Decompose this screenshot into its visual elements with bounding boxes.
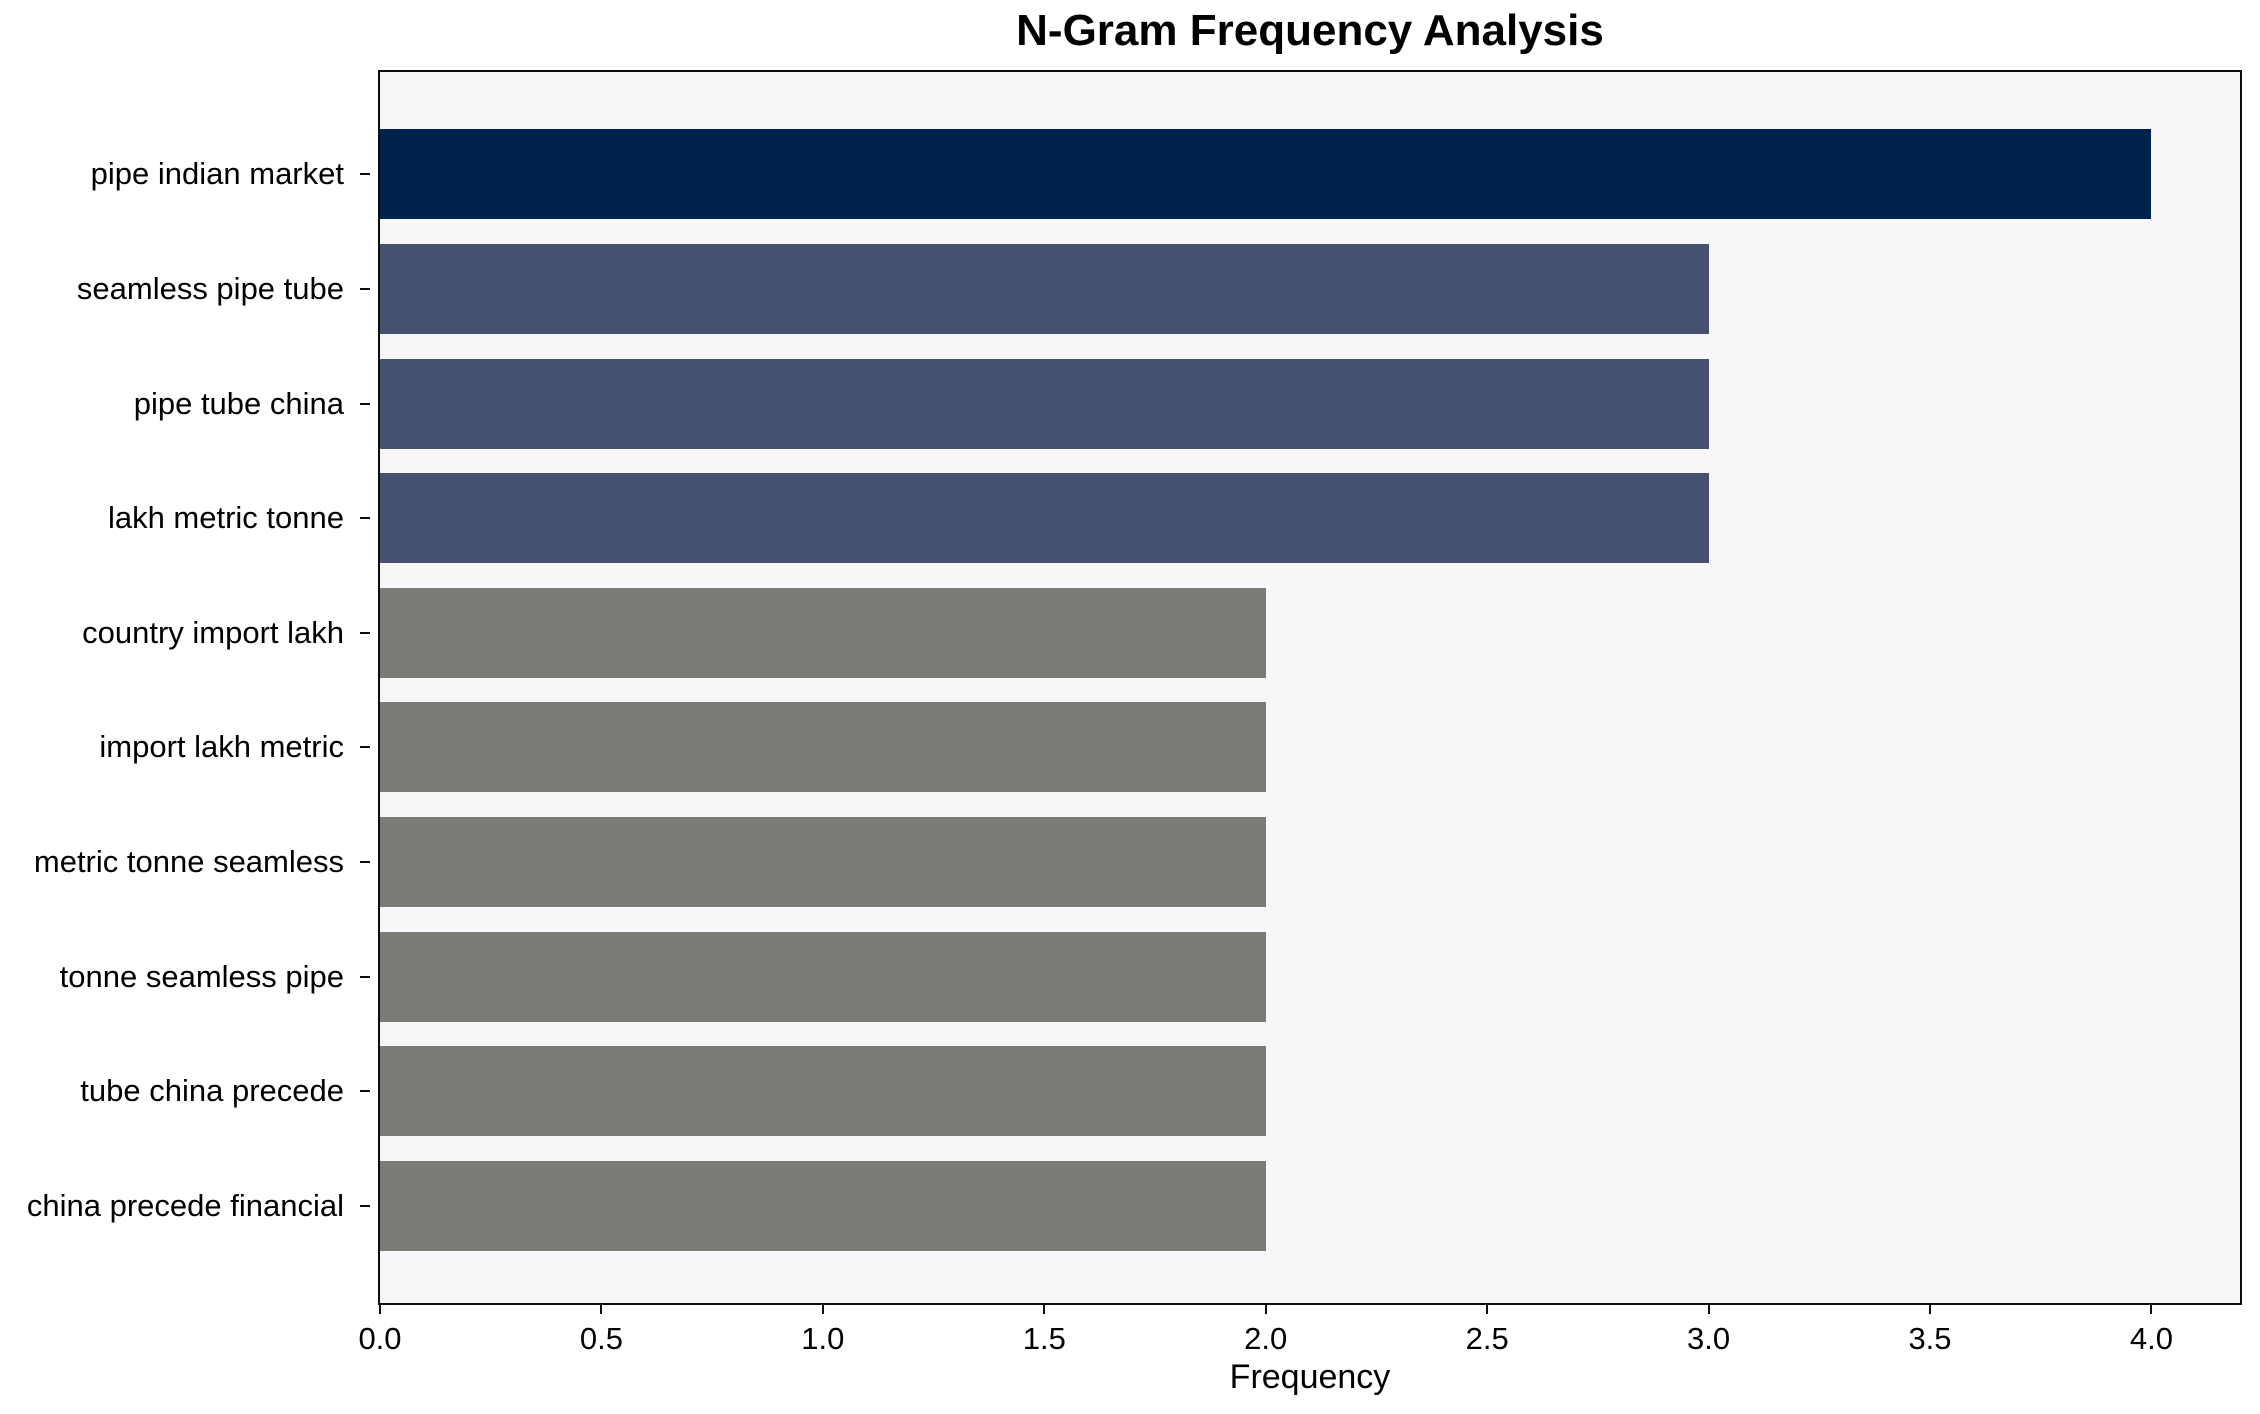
chart-title: N-Gram Frequency Analysis [1016, 6, 1604, 55]
y-tick-label: pipe indian market [90, 156, 344, 192]
x-tick-label: 3.0 [1687, 1321, 1731, 1356]
y-tick-label: seamless pipe tube [76, 270, 344, 306]
bar [380, 1160, 1266, 1251]
x-tick-label: 3.5 [1908, 1321, 1952, 1356]
x-tick-label: 2.5 [1465, 1321, 1509, 1356]
y-tick-label: country import lakh [82, 614, 344, 650]
y-tick-mark [360, 631, 370, 634]
plot-area [378, 70, 2242, 1305]
y-tick-mark [360, 975, 370, 978]
x-tick-mark [1486, 1303, 1489, 1314]
bar [380, 931, 1266, 1022]
bar [380, 587, 1266, 678]
y-tick-mark [360, 860, 370, 863]
bar [380, 816, 1266, 907]
y-tick-mark [360, 287, 370, 290]
y-axis: pipe indian market seamless pipe tube pipe… [0, 72, 370, 1303]
x-tick-label: 2.0 [1244, 1321, 1288, 1356]
y-tick-mark [360, 746, 370, 749]
y-tick-label: china precede financial [26, 1187, 344, 1223]
x-tick-mark [821, 1303, 824, 1314]
x-tick-mark [2150, 1303, 2153, 1314]
x-tick-label: 1.5 [1022, 1321, 1066, 1356]
x-tick-mark [379, 1303, 381, 1314]
x-tick-mark [1264, 1303, 1267, 1314]
x-axis-label: Frequency [1229, 1358, 1391, 1396]
x-tick-label: 1.0 [801, 1321, 845, 1356]
y-tick-mark [360, 402, 370, 405]
x-axis: 0.0 0.5 1.0 1.5 2.0 2.5 3.0 3.5 4.0 [358, 1303, 2240, 1383]
x-tick-mark [1929, 1303, 1931, 1314]
y-tick-label: import lakh metric [99, 729, 344, 765]
y-tick-label: tube china precede [80, 1073, 344, 1109]
x-tick-label: 0.5 [579, 1321, 623, 1356]
bar [380, 702, 1266, 793]
x-tick-mark [1043, 1303, 1046, 1314]
x-tick-label: 4.0 [2129, 1321, 2173, 1356]
y-tick-label: pipe tube china [133, 385, 344, 421]
y-tick-label: metric tonne seamless [33, 843, 344, 879]
y-tick-mark [360, 1090, 370, 1093]
bars-layer [380, 72, 2240, 1303]
x-tick-mark [600, 1303, 603, 1314]
bar [380, 129, 2152, 220]
x-tick-label: 0.0 [358, 1321, 402, 1356]
bar [380, 358, 1709, 449]
bar [380, 1046, 1266, 1137]
bar [380, 473, 1709, 564]
bar [380, 243, 1709, 334]
y-tick-mark [360, 517, 370, 520]
y-tick-label: lakh metric tonne [107, 500, 344, 536]
y-tick-mark [360, 173, 370, 176]
y-tick-mark [360, 1204, 370, 1207]
y-tick-label: tonne seamless pipe [59, 958, 344, 994]
x-tick-mark [1707, 1303, 1710, 1314]
